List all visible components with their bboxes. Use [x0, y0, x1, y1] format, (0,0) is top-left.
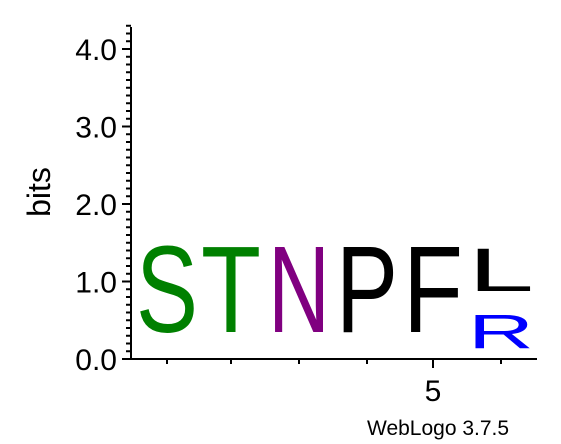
x-tick-label: 5: [425, 375, 442, 408]
y-tick-label: 1.0: [75, 267, 117, 300]
logo-letter-R: R: [468, 305, 534, 359]
tick-marks: 0.0 1.0 2.0 3.0 4.0 5: [75, 24, 502, 408]
y-tick-label: 4.0: [75, 34, 117, 67]
weblogo-credit: WebLogo 3.7.5: [367, 417, 509, 440]
logo-letter-P: P: [336, 221, 398, 359]
y-tick-label: 2.0: [75, 189, 117, 222]
y-tick-label: 3.0: [75, 112, 117, 145]
axes: [130, 27, 537, 360]
logo-letter-L: L: [468, 236, 534, 305]
logo-letter-T: T: [201, 220, 261, 359]
logo-letter-S: S: [136, 221, 198, 359]
logo-letter-F: F: [403, 220, 463, 359]
y-tick-label: 0.0: [75, 344, 117, 377]
y-axis-title: bits: [21, 167, 57, 217]
letter-stacks: S T N P F RL: [136, 220, 534, 359]
logo-letter-N: N: [268, 220, 330, 358]
